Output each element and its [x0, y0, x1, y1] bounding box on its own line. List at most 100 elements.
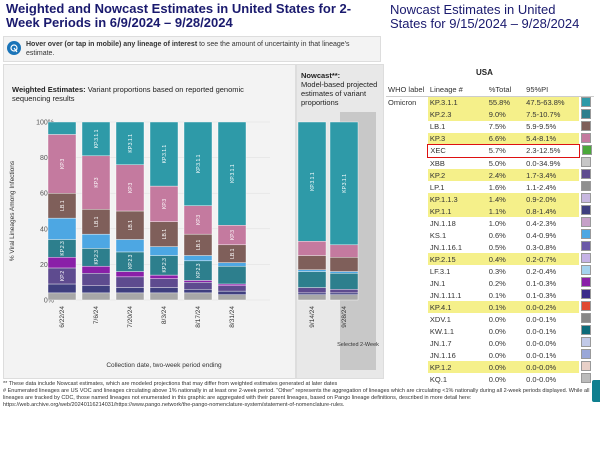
color-swatch: [581, 241, 592, 251]
bar-segment-kp-3-1-1: [115, 121, 145, 165]
bar-data-label: KP.2: [60, 271, 66, 281]
bar-segment-kp-2: [81, 273, 111, 286]
table-row[interactable]: KP.2 2.4% 1.7-3.4%: [386, 169, 594, 181]
bar-segment-lb-1: [149, 221, 179, 247]
bar-segment-kp-2-3: [329, 273, 359, 290]
lineage-cell: JN.1: [429, 278, 446, 288]
bar-segment-lb-1: [297, 255, 327, 270]
pi-cell: 0.0-0.0%: [526, 374, 557, 384]
bar-segment-ks-1: [183, 255, 213, 262]
color-swatch: [581, 325, 592, 335]
total-cell: 0.1%: [486, 301, 525, 313]
table-row[interactable]: KW.1.1 0.0% 0.0-0.1%: [386, 325, 594, 337]
bar-segment-kp-3: [149, 185, 179, 222]
color-swatch-cell: [579, 96, 594, 109]
table-row[interactable]: KP.4.1 0.1% 0.0-0.2%: [386, 301, 594, 313]
color-swatch: [581, 277, 592, 287]
table-row[interactable]: JN.1 0.2% 0.1-0.3%: [386, 277, 594, 289]
bar-segment-ks-1: [217, 262, 247, 267]
color-swatch: [581, 337, 592, 347]
bar-segment-other: [81, 292, 111, 301]
scroll-tab[interactable]: [592, 380, 600, 402]
bar-segment-kp-1-1: [329, 292, 359, 295]
pi-cell: 0.0-0.1%: [526, 350, 557, 360]
pi-cell: 0.0-0.0%: [524, 361, 580, 373]
who-label-cell: [386, 229, 428, 241]
table-row[interactable]: KQ.1 0.0% 0.0-0.0%: [386, 373, 594, 385]
pi-cell: 0.8-1.4%: [524, 205, 580, 217]
bar-segment-kp-3: [81, 155, 111, 210]
color-swatch-cell: [579, 337, 594, 349]
who-label-cell: [386, 253, 428, 265]
bar-data-label: KP.3: [94, 177, 100, 187]
table-row[interactable]: XEC 5.7% 2.3-12.5%: [386, 144, 594, 158]
who-label-cell: [386, 133, 428, 145]
table-row[interactable]: KP.3 6.6% 5.4-8.1%: [386, 132, 594, 145]
bar-segment-other: [47, 292, 77, 301]
bar-segment-other: [183, 292, 213, 301]
lineage-cell: XDV.1: [429, 314, 451, 324]
bar-segment-kp-2: [183, 282, 213, 290]
table-row[interactable]: JN.1.18 1.0% 0.4-2.3%: [386, 217, 594, 229]
pi-cell: 0.0-0.1%: [526, 314, 557, 324]
bar-segment-kp-2: [329, 289, 359, 294]
bar-data-label: KP.3.1.1: [94, 129, 100, 148]
total-cell: 5.7%: [486, 144, 525, 158]
x-tick-label: 9/14/24: [309, 306, 316, 328]
bar-segment-kp-2: [217, 285, 247, 292]
lineage-cell: LF.3.1: [429, 266, 451, 276]
table-row[interactable]: LB.1 7.5% 5.9-9.5%: [386, 120, 594, 133]
who-label-cell: Omicron: [388, 98, 417, 107]
color-swatch: [581, 229, 592, 239]
pi-cell: 0.0-34.9%: [526, 158, 561, 168]
who-label-cell: [386, 169, 428, 181]
table-row[interactable]: JN.1.16.1 0.5% 0.3-0.8%: [386, 241, 594, 253]
table-row[interactable]: KP.1.2 0.0% 0.0-0.0%: [386, 361, 594, 373]
pi-cell: 0.9-2.0%: [524, 193, 580, 205]
color-swatch-cell: [579, 349, 594, 361]
bar-segment-ks-1: [115, 239, 145, 253]
lineage-cell: KP.2: [427, 169, 487, 181]
bar-segment-ks-1: [149, 246, 179, 256]
color-swatch: [581, 108, 592, 119]
who-label-cell: [386, 337, 428, 349]
table-row[interactable]: KS.1 0.6% 0.4-0.9%: [386, 229, 594, 241]
x-tick-label: 8/31/24: [229, 306, 236, 328]
lineage-cell: KP.2.3: [427, 108, 487, 121]
bar-segment-jn-1: [115, 271, 145, 278]
footnote-link[interactable]: https://web.archive.org/web/202401162140…: [3, 402, 345, 408]
table-row[interactable]: JN.1.16 0.0% 0.0-0.1%: [386, 349, 594, 361]
table-row[interactable]: KP.2.3 9.0% 7.5-10.7%: [386, 108, 594, 121]
header-total: %Total: [486, 84, 525, 97]
total-cell: 0.0%: [488, 338, 506, 348]
table-row[interactable]: Omicron KP.3.1.1 55.8% 47.5-63.8%: [386, 96, 594, 109]
table-row[interactable]: LF.3.1 0.3% 0.2-0.4%: [386, 265, 594, 277]
color-swatch-cell: [579, 108, 594, 121]
table-row[interactable]: JN.1.11.1 0.1% 0.1-0.3%: [386, 289, 594, 301]
bar-data-label: KP.3.1.1: [162, 145, 168, 164]
table-row[interactable]: KP.1.1 1.1% 0.8-1.4%: [386, 205, 594, 217]
table-row[interactable]: XBB 5.0% 0.0-34.9%: [386, 157, 594, 169]
region-label: USA: [476, 68, 493, 77]
bar-data-label: KP.3: [162, 199, 168, 209]
bar-segment-kp-3-1-1: [183, 121, 213, 206]
total-cell: 1.1%: [486, 205, 525, 217]
bar-segment-jn-1: [183, 280, 213, 283]
table-row[interactable]: XDV.1 0.0% 0.0-0.1%: [386, 313, 594, 325]
pi-cell: 0.0-0.1%: [526, 326, 557, 336]
color-swatch-cell: [579, 181, 594, 193]
table-row[interactable]: KP.2.15 0.4% 0.2-0.7%: [386, 253, 594, 265]
table-row[interactable]: JN.1.7 0.0% 0.0-0.0%: [386, 337, 594, 349]
bar-data-label: KP.2.3: [196, 263, 202, 278]
bar-segment-other: [149, 292, 179, 301]
color-swatch: [581, 96, 592, 107]
color-swatch: [581, 301, 592, 311]
bar-segment-other: [217, 294, 247, 301]
bar-segment-kp-3-1-1: [47, 121, 77, 135]
bar-segment-kp-2: [297, 287, 327, 294]
table-row[interactable]: LP.1 1.6% 1.1-2.4%: [386, 181, 594, 193]
table-row[interactable]: KP.1.1.3 1.4% 0.9-2.0%: [386, 193, 594, 205]
total-cell: 0.2%: [488, 278, 506, 288]
y-tick-label: 60%: [40, 191, 54, 198]
pi-cell: 0.1-0.3%: [526, 278, 557, 288]
